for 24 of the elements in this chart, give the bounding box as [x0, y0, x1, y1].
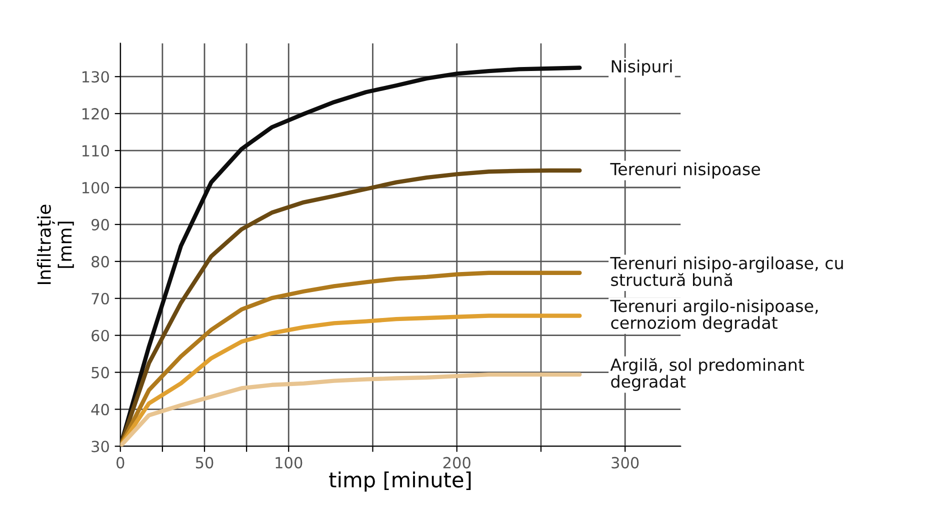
- x-tick-label: 50: [196, 456, 214, 468]
- y-tick-label: 100: [82, 182, 109, 194]
- y-axis-title: Infiltrație [mm]: [36, 204, 74, 284]
- series-label: Argilă, sol predominant degradat: [610, 358, 804, 392]
- series-label: Nisipuri: [612, 60, 672, 76]
- y-tick-label: 90: [91, 218, 109, 230]
- y-tick-label: 80: [92, 256, 109, 268]
- x-tick-label: 0: [116, 456, 124, 468]
- y-tick-label: 40: [91, 404, 109, 416]
- x-tick-label: 200: [443, 456, 470, 468]
- y-tick-label: 130: [82, 71, 109, 83]
- series-label: Terenuri argilo-nisipoase, cernoziom degradat: [610, 299, 818, 332]
- x-tick-label: 300: [612, 456, 639, 468]
- x-axis-title: timp [minute]: [329, 471, 471, 492]
- y-tick-label: 70: [92, 292, 109, 304]
- y-tick-label: 110: [82, 145, 109, 157]
- series-label: Terenuri nisipo-argiloase, cu structură bună: [610, 256, 843, 286]
- x-tick-label: 100: [276, 456, 302, 468]
- y-tick-label: 60: [92, 330, 109, 342]
- y-tick-label: 120: [82, 108, 109, 120]
- y-tick-label: 30: [92, 440, 109, 452]
- series-label: Terenuri nisipoase: [610, 162, 760, 179]
- y-tick-label: 50: [92, 366, 109, 378]
- line-series: [120, 372, 582, 446]
